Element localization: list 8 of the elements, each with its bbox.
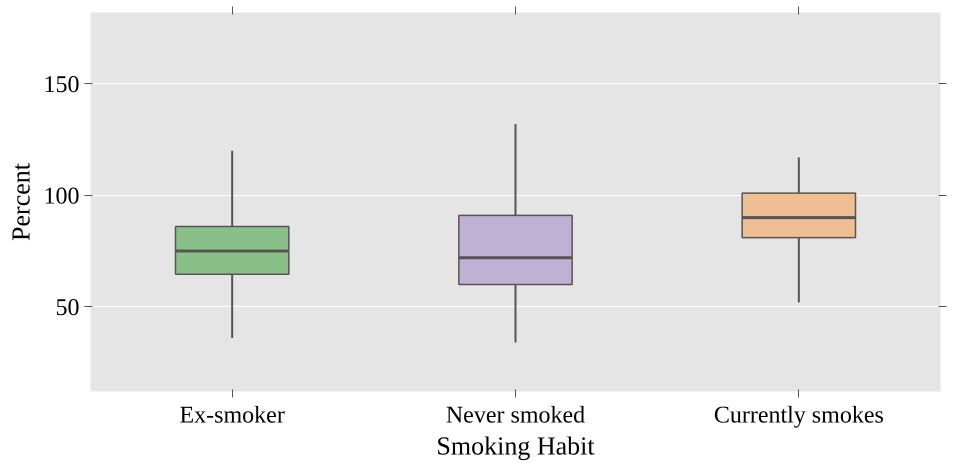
y-axis-title: Percent — [6, 162, 36, 241]
x-tick-label: Never smoked — [446, 402, 586, 428]
y-tick-label: 150 — [44, 72, 80, 98]
y-tick-label: 50 — [56, 294, 80, 321]
y-tick-label: 100 — [44, 183, 80, 210]
x-tick-label: Ex-smoker — [180, 402, 285, 428]
x-axis-title: Smoking Habit — [436, 432, 596, 460]
x-tick-label: Currently smokes — [714, 402, 884, 428]
